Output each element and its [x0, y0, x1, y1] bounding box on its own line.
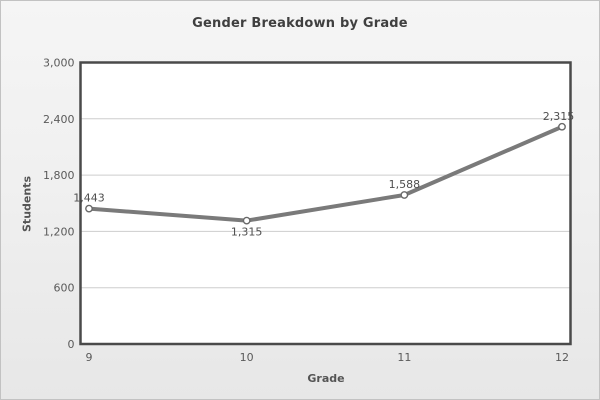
plot-area-background [80, 62, 571, 344]
x-tick-label: 12 [555, 351, 569, 364]
y-axis-title: Students [20, 176, 34, 232]
chart-title: Gender Breakdown by Grade [192, 16, 408, 31]
x-axis-title: Grade [307, 372, 345, 385]
data-point-label: 1,588 [389, 178, 421, 191]
series-line [87, 124, 564, 223]
y-tick-label: 600 [54, 282, 75, 295]
data-point-marker[interactable] [242, 216, 251, 225]
data-point-marker[interactable] [400, 191, 409, 199]
y-tick-label: 1,800 [43, 169, 75, 182]
data-point-marker[interactable] [85, 204, 93, 213]
data-point-label: 1,315 [231, 226, 263, 239]
y-tick-label: 1,200 [43, 225, 75, 238]
x-tick-label: 10 [240, 351, 254, 364]
y-tick-label: 0 [68, 338, 75, 351]
y-tick-label: 2,400 [43, 113, 75, 126]
data-point-label: 1,443 [73, 192, 105, 205]
data-point-label: 2,315 [543, 110, 575, 123]
x-tick-label: 11 [397, 351, 411, 364]
plot-border [79, 61, 572, 346]
data-point-marker[interactable] [558, 122, 566, 131]
y-tick-label: 3,000 [43, 57, 75, 70]
x-tick-label: 9 [86, 351, 93, 364]
